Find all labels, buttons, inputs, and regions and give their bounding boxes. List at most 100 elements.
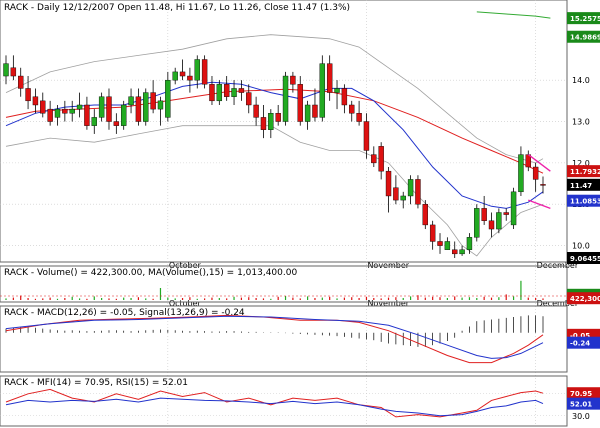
candle-body — [282, 75, 289, 122]
candle-body — [157, 100, 164, 110]
candle-body — [47, 108, 53, 122]
overlay-green_line — [476, 11, 551, 19]
candle-body — [363, 121, 370, 151]
price-tag-box — [567, 252, 600, 264]
volume-panel: RACK - Volume() = 422,300.00, MA(Volume(… — [0, 265, 600, 305]
candle-body — [84, 104, 90, 126]
mfi-tag-label: 70.95 — [570, 390, 592, 398]
candle-body — [179, 71, 186, 77]
candle-body — [422, 204, 429, 226]
candle-body — [326, 63, 333, 93]
candle-body — [98, 96, 105, 118]
candle-body — [503, 212, 509, 215]
candle-body — [3, 63, 9, 77]
candle-body — [429, 224, 436, 242]
candle-body — [54, 108, 61, 118]
candle-body — [334, 88, 340, 93]
macd-series-line — [5, 315, 544, 359]
candle-body — [356, 113, 362, 122]
macd-lines — [5, 314, 544, 364]
candle-body — [540, 184, 546, 186]
mfi-panel: RACK - MFI(14) = 70.95, RSI(15) = 52.01 … — [0, 375, 600, 427]
mfi-lines — [5, 388, 544, 418]
candle-body — [91, 117, 97, 126]
candle-body — [231, 88, 237, 97]
candle-body — [150, 92, 156, 110]
price-tag-label: 11.47 — [570, 182, 592, 190]
candle-body — [459, 249, 465, 255]
month-label: December — [537, 299, 579, 308]
price-tags: 15.2575 14.9869 11.7932 11.47 11.0853 9.06455 — [567, 12, 600, 264]
price-tag-box — [567, 12, 600, 25]
candle-body — [378, 146, 384, 172]
annotation-pink_upper — [527, 154, 551, 172]
candle-body — [275, 113, 281, 122]
candle-body — [437, 241, 443, 246]
mfi-tags: 70.95 52.01 — [567, 387, 600, 410]
candle-body — [32, 96, 39, 106]
volume-bars — [0, 280, 567, 300]
month-label: October — [169, 299, 202, 308]
macd-tag-box — [567, 336, 600, 349]
price-tag-label: 14.9869 — [570, 34, 600, 42]
candle-body — [371, 154, 377, 164]
price-frame — [0, 0, 568, 263]
candle-body — [290, 75, 296, 85]
candle-body — [297, 84, 303, 122]
candle-body — [268, 113, 274, 130]
candle-body — [532, 166, 539, 180]
candle-body — [62, 108, 68, 114]
price-candles — [3, 55, 546, 258]
price-tag-box — [567, 165, 600, 178]
macd-title: RACK - MACD(12,26) = -0.05, Signal(13,26… — [4, 308, 245, 318]
candle-body — [69, 108, 75, 114]
mfi-tag-box — [567, 397, 600, 410]
candle-body — [120, 104, 127, 126]
price-tag-box — [567, 178, 600, 191]
price-tag-label: 11.0853 — [570, 198, 600, 206]
volume-tag-box — [567, 292, 600, 305]
candle-body — [452, 249, 458, 255]
price-tag-box — [567, 30, 600, 43]
volume-tag-label: 422,300.00 — [570, 295, 600, 303]
candle-body — [25, 88, 31, 102]
candle-body — [172, 71, 178, 81]
candle-body — [393, 187, 399, 201]
price-tick-label: 12.0 — [572, 159, 590, 168]
candle-body — [209, 84, 215, 102]
annotation-pink_lower — [528, 199, 551, 210]
candle-body — [76, 104, 83, 110]
candle-body — [128, 96, 134, 106]
candle-body — [518, 154, 524, 193]
volume-tags: 1,013,400422,300.00 — [567, 288, 600, 305]
mfi-tick-label: 30.0 — [572, 412, 590, 421]
mfi-title: RACK - MFI(14) = 70.95, RSI(15) = 52.01 — [4, 378, 188, 388]
candle-body — [488, 220, 495, 230]
candle-body — [312, 104, 318, 118]
candle-body — [466, 237, 473, 250]
candle-body — [496, 212, 502, 230]
price-tick-label: 10.0 — [572, 242, 590, 251]
price-tag-label: 9.06455 — [570, 255, 600, 263]
candle-body — [319, 63, 326, 118]
candle-body — [143, 92, 149, 122]
price-tag-box — [567, 194, 600, 207]
price-tick-label: 13.0 — [572, 118, 590, 127]
candle-body — [481, 208, 487, 221]
overlay-band_upper — [5, 34, 544, 164]
candle-body — [260, 117, 267, 130]
candle-body — [135, 96, 142, 122]
price-tick-label: 14.0 — [572, 76, 590, 85]
candle-body — [238, 88, 245, 93]
candle-body — [253, 104, 259, 118]
candle-body — [216, 84, 223, 102]
candle-body — [349, 104, 355, 114]
candle-body — [18, 75, 24, 89]
candle-body — [201, 59, 208, 85]
candle-body — [246, 92, 252, 106]
candle-body — [415, 179, 421, 205]
candle-body — [113, 121, 120, 126]
